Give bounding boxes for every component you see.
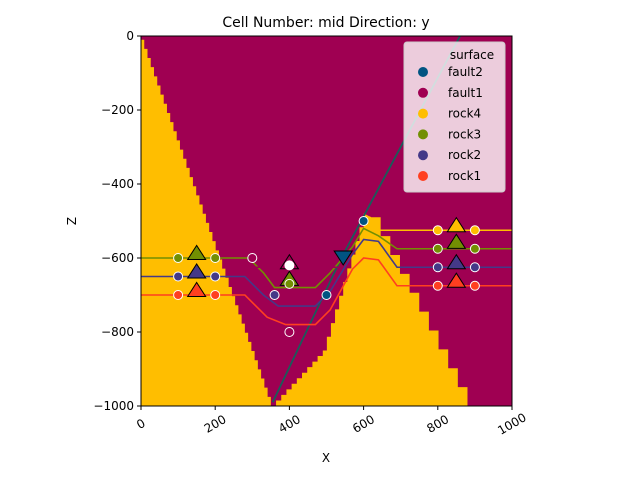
- legend-marker-fault1: [418, 87, 428, 98]
- point-rock3-0: [173, 253, 184, 263]
- legend-label-rock2: rock2: [448, 148, 481, 162]
- y-axis-label: Z: [65, 217, 79, 225]
- series-line-rock1: [141, 257, 512, 326]
- orientation-fault2-0: [333, 250, 354, 266]
- x-tick-label-800: 800: [424, 412, 451, 436]
- extra-point-0: [269, 290, 280, 300]
- point-fault1-0: [247, 253, 258, 263]
- point-rock2-3: [469, 262, 480, 273]
- legend-label-rock1: rock1: [448, 169, 481, 183]
- x-tick-label-1000: 1000: [495, 410, 528, 437]
- legend-marker-fault2: [418, 67, 428, 77]
- point-rock2-1: [210, 271, 221, 282]
- point-rock2-0: [173, 271, 184, 282]
- orientation-rock3-1: [446, 233, 467, 249]
- point-rock4-1: [469, 225, 480, 236]
- legend-box: [403, 41, 506, 193]
- y-tick-label--400: −400: [101, 177, 134, 191]
- point-rock3-4: [284, 278, 295, 289]
- orientation-rock3-0: [186, 244, 207, 260]
- point-rock1-3: [469, 280, 480, 291]
- x-tick-label-0: 0: [134, 416, 148, 432]
- legend-label-rock4: rock4: [448, 107, 481, 121]
- y-tick-label--800: −800: [101, 325, 134, 339]
- point-fault2-1: [358, 216, 369, 226]
- y-tick-label--1000: −1000: [93, 399, 134, 413]
- legend-title: surface: [450, 48, 494, 62]
- x-axis-label: X: [322, 451, 330, 465]
- point-rock3-3: [469, 243, 480, 254]
- point-rock3-1: [210, 253, 221, 263]
- orientation-rock4-0: [446, 216, 467, 233]
- y-tick-label--200: −200: [101, 103, 134, 117]
- legend-entries: fault2 fault1 rock4 rock3 rock2 rock1: [418, 65, 483, 183]
- orientation-rock2-1: [446, 253, 467, 270]
- legend-label-fault2: fault2: [448, 65, 483, 79]
- extra-point-1: [284, 260, 295, 271]
- point-rock4-0: [432, 225, 443, 236]
- orientation-rock2-0: [186, 263, 207, 279]
- orientation-rock1-0: [186, 281, 207, 297]
- point-rock1-1: [210, 290, 221, 300]
- legend-marker-rock1: [418, 171, 428, 181]
- legend-marker-rock4: [418, 108, 428, 119]
- legend-label-rock3: rock3: [448, 127, 481, 141]
- series-line-rock2: [141, 238, 512, 307]
- axes-frame: [140, 35, 513, 407]
- point-rock1-0: [173, 290, 184, 300]
- rock4-left-block: [141, 39, 271, 406]
- chart-title: Cell Number: mid Direction: y: [222, 15, 429, 31]
- rock4-center-block: [270, 213, 468, 406]
- point-fault2-0: [321, 290, 332, 300]
- point-rock3-2: [432, 243, 443, 254]
- x-tick-label-200: 200: [202, 412, 229, 436]
- orientation-rock1-1: [446, 272, 467, 288]
- legend: surface fault2 fault1 rock4 rock3 rock2 rock1: [403, 41, 506, 193]
- legend-marker-rock3: [418, 129, 428, 140]
- point-fault1-1: [284, 327, 295, 337]
- y-tick-label-0: 0: [126, 29, 134, 43]
- legend-marker-rock2: [418, 150, 428, 161]
- x-tick-label-400: 400: [276, 412, 303, 436]
- y-tick-label--600: −600: [101, 251, 134, 265]
- point-rock1-2: [432, 280, 443, 291]
- legend-label-fault1: fault1: [448, 86, 483, 100]
- point-rock2-2: [432, 262, 443, 273]
- x-tick-label-600: 600: [350, 412, 377, 436]
